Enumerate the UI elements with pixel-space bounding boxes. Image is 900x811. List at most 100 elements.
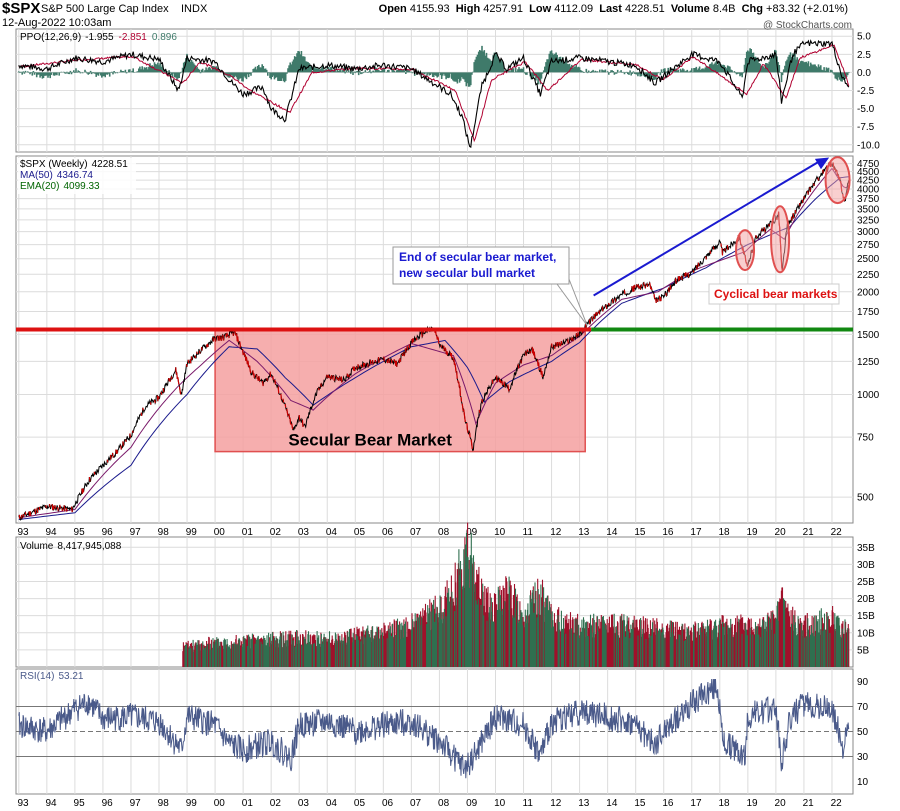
header-quote: Open 4155.93 High 4257.91 Low 4112.09 La…: [379, 3, 848, 15]
last-label: Last: [599, 3, 622, 15]
legend-label: Volume: [20, 541, 54, 552]
ppo-signal-line: [18, 43, 850, 143]
y-tick-label: 25B: [857, 577, 875, 588]
legend-value: 4346.74: [57, 170, 94, 181]
ema20-line: [18, 167, 850, 519]
chg-label: Chg: [741, 3, 763, 15]
y-tick-label: 10: [857, 777, 869, 788]
high-value: 4257.91: [483, 3, 523, 15]
y-tick-label: -2.5: [857, 86, 875, 97]
last-value: 4228.51: [624, 3, 665, 15]
y-tick-label: 15B: [857, 611, 875, 622]
x-tick-label: 10: [494, 527, 506, 538]
open-label: Open: [378, 3, 407, 15]
low-value: 4112.09: [554, 3, 594, 15]
y-tick-label: 1750: [857, 307, 880, 318]
chart-content: 93 93 94 94 95 95 96 96 97 97 98 98 99 99 00 00 01 01 02 02…: [16, 32, 880, 809]
zone-label: Secular Bear Market: [288, 431, 452, 450]
x-tick-label: 95: [74, 527, 86, 538]
y-tick-label: 50: [857, 727, 869, 738]
x-tick-label: 14: [606, 527, 618, 538]
ppo-histogram: [18, 45, 850, 87]
y-tick-label: -5.0: [857, 104, 875, 115]
x-tick-label: 12: [550, 798, 562, 809]
x-tick-label: 12: [550, 527, 562, 538]
legend-label: $SPX (Weekly): [20, 159, 88, 170]
legend-value: 4099.33: [63, 181, 100, 192]
volume-label: Volume: [670, 3, 710, 15]
bull-arrow-head: [814, 157, 830, 170]
x-tick-label: 21: [803, 798, 815, 809]
y-tick-label: 5.0: [857, 32, 871, 43]
legend-value: -1.955: [85, 32, 114, 43]
x-tick-label: 94: [45, 527, 57, 538]
y-tick-label: 2750: [857, 240, 880, 251]
x-tick-label: 13: [578, 527, 590, 538]
y-tick-label: 1500: [857, 330, 880, 341]
header-exchange: INDX: [181, 3, 208, 15]
y-tick-label: 2250: [857, 270, 880, 281]
y-tick-label: 3500: [857, 204, 880, 215]
x-tick-label: 01: [242, 527, 254, 538]
x-tick-label: 22: [831, 798, 843, 809]
legend-value: 8,417,945,088: [57, 541, 121, 552]
x-tick-label: 18: [718, 527, 730, 538]
x-tick-label: 05: [354, 798, 366, 809]
x-tick-label: 99: [186, 798, 198, 809]
legend-label: MA(50): [20, 170, 53, 181]
price-down-bars: [18, 161, 845, 519]
x-tick-label: 01: [242, 798, 254, 809]
x-tick-label: 02: [270, 798, 282, 809]
cyclical-bear-ellipse: [735, 229, 756, 272]
y-tick-label: 3750: [857, 194, 880, 205]
header-symbol: $SPX: [2, 0, 41, 17]
y-tick-label: 4250: [857, 176, 880, 187]
y-tick-label: -10.0: [857, 140, 880, 151]
cyclical-bear-ellipse: [824, 156, 851, 205]
y-tick-label: 2.5: [857, 50, 871, 61]
x-tick-label: 20: [775, 798, 787, 809]
x-tick-label: 04: [326, 527, 338, 538]
volume-value: 8.4B: [712, 3, 736, 15]
x-tick-label: 93: [17, 527, 29, 538]
x-tick-label: 16: [662, 798, 674, 809]
open-value: 4155.93: [409, 3, 450, 15]
volume-bars-up: [184, 532, 849, 667]
x-tick-label: 02: [270, 527, 282, 538]
y-tick-label: 70: [857, 702, 869, 713]
chg-value: +83.32 (+2.01%): [766, 3, 848, 15]
legend-label: PPO(12,26,9): [20, 32, 81, 43]
y-tick-label: 20B: [857, 594, 875, 605]
y-tick-label: 3250: [857, 215, 880, 226]
x-tick-label: 19: [746, 798, 758, 809]
y-tick-label: 750: [857, 433, 874, 444]
x-tick-label: 98: [158, 798, 170, 809]
legend-value: -2.851: [119, 32, 148, 43]
x-tick-label: 11: [523, 798, 534, 809]
x-tick-label: 21: [803, 527, 815, 538]
y-tick-label: 30: [857, 752, 869, 763]
x-tick-label: 08: [438, 527, 450, 538]
x-tick-label: 17: [690, 527, 702, 538]
x-tick-label: 07: [410, 527, 422, 538]
header-date: 12-Aug-2022 10:03am: [2, 17, 112, 29]
x-tick-label: 17: [690, 798, 702, 809]
y-tick-label: 4500: [857, 167, 880, 178]
x-tick-label: 22: [831, 527, 843, 538]
legend-value: 53.21: [58, 671, 83, 682]
cycle-label-box: [708, 283, 840, 305]
x-tick-label: 15: [634, 527, 646, 538]
price-legend-bg: [18, 158, 136, 194]
x-tick-label: 03: [298, 527, 310, 538]
y-tick-label: 35B: [857, 543, 875, 554]
high-label: High: [455, 3, 481, 15]
x-tick-label: 97: [130, 798, 142, 809]
x-tick-label: 09: [466, 798, 478, 809]
y-tick-label: 2500: [857, 254, 880, 265]
legend-label: RSI(14): [20, 671, 54, 682]
x-tick-label: 06: [382, 527, 394, 538]
y-tick-label: 30B: [857, 560, 875, 571]
y-tick-label: 5B: [857, 645, 870, 656]
x-tick-label: 95: [74, 798, 86, 809]
